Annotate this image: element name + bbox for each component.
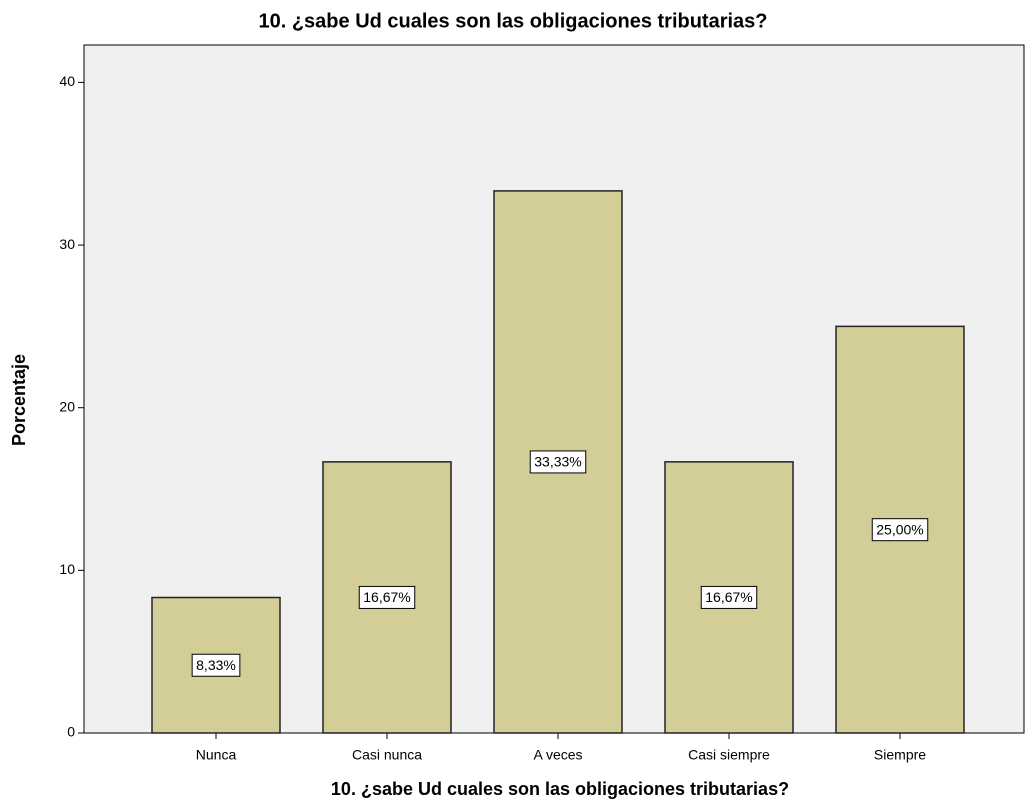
chart-title: 10. ¿sabe Ud cuales son las obligaciones… <box>258 10 767 32</box>
y-tick-label: 0 <box>67 724 75 740</box>
value-label: 8,33% <box>196 657 236 673</box>
x-tick-label: Nunca <box>196 747 237 763</box>
value-label: 33,33% <box>534 454 581 470</box>
x-tick-label: A veces <box>533 747 582 763</box>
y-tick-label: 20 <box>59 398 75 414</box>
value-label-box <box>358 585 416 609</box>
value-label: 16,67% <box>705 589 752 605</box>
y-tick-label: 40 <box>59 73 75 89</box>
x-tick-label: Casi nunca <box>352 747 422 763</box>
value-label: 25,00% <box>876 521 923 537</box>
x-tick-label: Casi siempre <box>688 747 770 763</box>
y-axis-title: Porcentaje <box>9 354 29 446</box>
value-label-box <box>871 518 929 542</box>
value-label-box <box>700 585 758 609</box>
y-tick-label: 30 <box>59 236 75 252</box>
y-tick-label: 10 <box>59 561 75 577</box>
value-label: 16,67% <box>363 589 410 605</box>
value-label-box <box>529 450 587 474</box>
x-axis-title: 10. ¿sabe Ud cuales son las obligaciones… <box>331 779 789 799</box>
value-label-box <box>191 653 241 677</box>
x-tick-label: Siempre <box>874 747 926 763</box>
